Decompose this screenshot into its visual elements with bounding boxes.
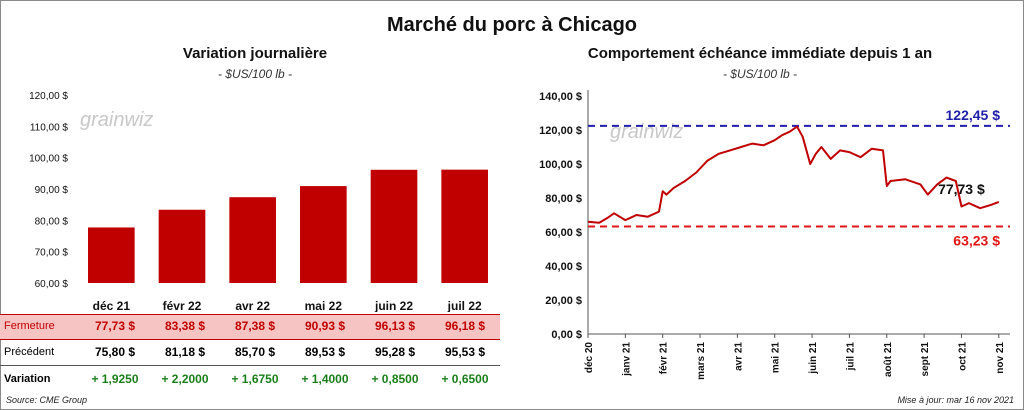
cell-close-4: 90,93 $	[304, 319, 346, 333]
cell-var-3: + 1,6750	[231, 372, 279, 386]
page-title: Marché du porc à Chicago	[386, 14, 638, 36]
table-row-close: Fermeture 77,73 $ 83,38 $ 87,38 $ 90,93 …	[0, 314, 500, 340]
bar-y-tick: 110,00 $	[30, 122, 69, 133]
cell-var-5: + 0,8500	[371, 372, 419, 386]
cell-close-6: 96,18 $	[444, 319, 486, 333]
bar-y-tick: 80,00 $	[35, 216, 69, 227]
cell-prev-6: 95,53 $	[444, 345, 486, 359]
row-label-close: Fermeture	[4, 320, 55, 332]
bar-x-tick: déc 21	[93, 299, 131, 312]
cell-var-6: + 0,6500	[441, 372, 489, 386]
line-chart: grainwiz 0,00 $ 20,00 $ 40,00 $ 60,00 $ 80,0…	[539, 90, 1010, 380]
update-timestamp: Mise à jour: mar 16 nov 2021	[897, 395, 1014, 405]
line-x-tick: juin 21	[808, 342, 819, 375]
bar-y-tick: 90,00 $	[35, 185, 69, 196]
line-x-tick: avr 21	[733, 342, 744, 371]
left-panel-title: Variation journalière	[182, 45, 328, 62]
cell-var-1: + 1,9250	[91, 372, 139, 386]
cell-close-3: 87,38 $	[234, 319, 276, 333]
cell-prev-1: 75,80 $	[94, 345, 136, 359]
right-panel-subtitle: - $US/100 lb -	[722, 67, 798, 81]
bar-y-tick: 120,00 $	[29, 91, 68, 102]
table-row-variation: Variation + 1,9250 + 2,2000 + 1,6750 + 1…	[0, 368, 500, 392]
bar-x-tick: juin 22	[374, 299, 413, 312]
line-y-tick: 0,00 $	[551, 329, 582, 341]
bar-y-tick: 100,00 $	[29, 154, 68, 165]
line-x-tick: sept 21	[920, 342, 931, 377]
bar	[229, 197, 276, 283]
line-y-tick: 60,00 $	[545, 227, 582, 239]
line-y-tick: 100,00 $	[539, 159, 582, 171]
bar	[370, 169, 418, 283]
bar	[300, 186, 347, 283]
line-x-tick: janv 21	[621, 342, 632, 377]
line-x-tick: févr 21	[659, 342, 670, 375]
cell-prev-5: 95,28 $	[374, 345, 416, 359]
cell-var-4: + 1,4000	[301, 372, 349, 386]
source-note: Source: CME Group	[6, 395, 88, 405]
row-label-variation: Variation	[4, 373, 51, 385]
bar-y-tick: 70,00 $	[35, 248, 69, 259]
line-x-tick: déc 20	[584, 342, 595, 374]
cell-close-5: 96,13 $	[374, 319, 416, 333]
bar	[441, 169, 488, 283]
bar-y-tick: 60,00 $	[35, 279, 69, 290]
line-y-tick: 120,00 $	[539, 125, 582, 137]
last-value-label: 77,73 $	[938, 181, 985, 197]
right-panel-title: Comportement échéance immédiate depuis 1…	[587, 45, 933, 62]
line-x-tick: nov 21	[995, 342, 1006, 374]
row-label-previous: Précédent	[4, 346, 55, 358]
line-x-tick: juil 21	[845, 342, 856, 372]
line-y-tick: 140,00 $	[539, 91, 582, 103]
cell-prev-3: 85,70 $	[234, 345, 276, 359]
bar-x-tick: mai 22	[305, 299, 343, 312]
table-row-previous: Précédent 75,80 $ 81,18 $ 85,70 $ 89,53 …	[0, 341, 500, 366]
cell-var-2: + 2,2000	[161, 372, 209, 386]
reference-label: 63,23 $	[953, 233, 1000, 249]
line-y-tick: 20,00 $	[545, 295, 582, 307]
line-x-tick: mai 21	[771, 342, 782, 374]
bar-chart: grainwiz 60,00 $ 70,00 $ 80,00 $ 90,00 $ 100…	[29, 91, 488, 312]
bar-x-tick: avr 22	[235, 299, 270, 312]
cell-prev-2: 81,18 $	[164, 345, 206, 359]
price-line	[587, 125, 1000, 224]
bar	[158, 209, 206, 283]
cell-prev-4: 89,53 $	[304, 345, 346, 359]
reference-label: 122,45 $	[946, 107, 1001, 123]
line-y-tick: 40,00 $	[545, 261, 582, 273]
line-x-tick: mars 21	[696, 342, 707, 380]
line-x-tick: oct 21	[957, 342, 968, 371]
cell-close-1: 77,73 $	[94, 319, 136, 333]
bar-x-tick: févr 22	[163, 299, 202, 312]
watermark-logo-right: grainwiz	[610, 121, 683, 143]
left-panel-subtitle: - $US/100 lb -	[217, 67, 293, 81]
bar	[88, 227, 135, 283]
watermark-logo: grainwiz	[80, 109, 153, 131]
cell-close-2: 83,38 $	[164, 319, 206, 333]
line-y-tick: 80,00 $	[545, 193, 582, 205]
line-x-tick: août 21	[883, 342, 894, 377]
bar-x-tick: juil 22	[447, 299, 482, 312]
